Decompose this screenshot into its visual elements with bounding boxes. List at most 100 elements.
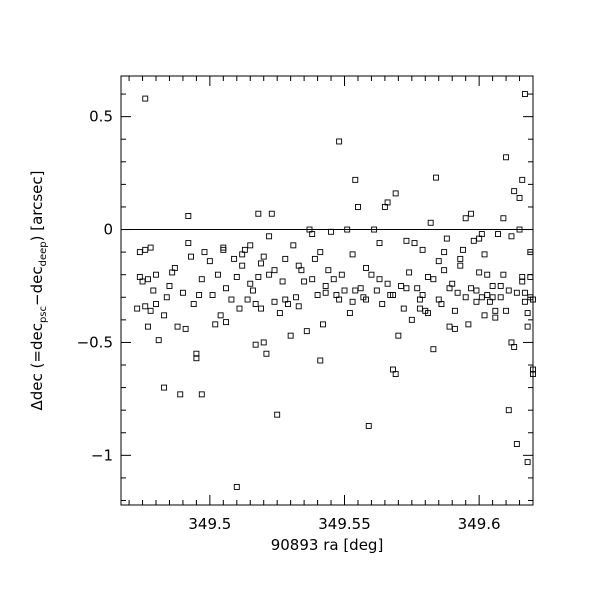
- data-point: [309, 276, 316, 283]
- data-point: [198, 276, 205, 283]
- data-point: [252, 301, 259, 307]
- data-point: [193, 355, 200, 362]
- data-point: [468, 210, 475, 217]
- data-point: [435, 258, 442, 265]
- data-point: [392, 371, 399, 377]
- data-point: [511, 188, 518, 195]
- data-point: [441, 267, 448, 274]
- data-point: [144, 323, 151, 330]
- data-point: [179, 289, 186, 296]
- data-point: [301, 278, 308, 285]
- data-point: [414, 285, 421, 292]
- data-point: [443, 235, 450, 242]
- data-point: [206, 258, 213, 265]
- data-point: [373, 287, 380, 294]
- data-point: [521, 298, 528, 305]
- y-axis-label-suffix: ) [arcsec]: [28, 171, 46, 242]
- data-point: [163, 294, 170, 301]
- data-point: [201, 249, 208, 256]
- data-point: [355, 204, 361, 210]
- y-tick-labels: 0.5 0 −0.5 −1: [77, 108, 113, 465]
- y-axis-label-prefix: Δdec (=dec: [28, 323, 46, 410]
- x-tick-label: 349.55: [318, 515, 371, 533]
- data-point: [260, 339, 267, 346]
- data-point: [430, 346, 437, 353]
- data-point: [209, 292, 216, 298]
- data-point: [516, 194, 523, 201]
- data-point: [233, 274, 240, 280]
- data-point: [411, 240, 418, 247]
- data-point: [266, 233, 273, 240]
- data-point: [451, 325, 458, 332]
- data-point: [325, 267, 332, 274]
- data-point: [341, 287, 348, 294]
- data-point: [519, 278, 526, 285]
- data-point: [336, 296, 343, 303]
- data-point: [155, 337, 162, 344]
- data-point: [505, 287, 512, 294]
- data-point: [249, 287, 256, 294]
- data-point: [519, 274, 526, 280]
- data-point: [451, 307, 458, 314]
- data-point: [314, 292, 321, 298]
- data-point: [147, 307, 154, 314]
- data-point: [476, 269, 483, 276]
- data-point: [379, 301, 386, 307]
- data-point: [322, 289, 329, 296]
- data-point: [320, 321, 326, 328]
- data-point: [406, 269, 413, 276]
- data-point: [153, 271, 159, 278]
- data-point: [295, 303, 302, 310]
- data-point: [390, 292, 396, 298]
- data-point: [392, 190, 399, 197]
- data-point: [322, 283, 329, 289]
- data-point: [190, 301, 197, 307]
- data-point: [258, 260, 264, 267]
- data-point: [142, 95, 149, 102]
- data-point: [166, 283, 173, 289]
- data-point: [457, 255, 464, 262]
- data-point: [271, 298, 278, 305]
- data-point: [462, 215, 469, 222]
- data-point: [282, 255, 289, 262]
- data-point: [223, 319, 229, 326]
- data-point: [185, 240, 192, 247]
- data-point: [500, 271, 507, 278]
- data-point: [384, 280, 391, 287]
- data-point: [419, 246, 426, 253]
- data-point: [376, 276, 383, 283]
- data-point: [193, 350, 200, 357]
- data-point: [174, 323, 181, 330]
- data-point: [252, 341, 259, 348]
- data-point: [495, 231, 501, 238]
- data-point: [476, 235, 483, 242]
- data-point: [430, 276, 437, 283]
- data-point: [511, 343, 518, 350]
- data-point: [258, 305, 264, 312]
- data-point: [220, 244, 227, 251]
- data-point: [260, 253, 267, 260]
- data-point: [519, 176, 526, 183]
- y-axis-label-mid: −dec: [28, 266, 46, 306]
- data-point: [357, 285, 364, 292]
- data-point: [524, 323, 531, 330]
- x-tick-labels: 349.5 349.55 349.6: [188, 515, 500, 533]
- data-point: [408, 316, 415, 323]
- data-point: [212, 321, 219, 328]
- data-point: [144, 276, 151, 283]
- data-point: [241, 246, 248, 253]
- data-point: [214, 271, 221, 278]
- data-point: [147, 244, 154, 251]
- data-point: [484, 271, 491, 278]
- x-axis-label: 90893 ra [deg]: [271, 536, 384, 554]
- data-point: [465, 321, 472, 328]
- data-point: [266, 271, 273, 278]
- data-point: [349, 298, 356, 305]
- data-point: [177, 391, 184, 398]
- data-point: [400, 305, 407, 312]
- data-point: [416, 305, 423, 312]
- plot-frame: [120, 75, 534, 506]
- data-point: [271, 267, 278, 274]
- y-axis-label-sub2: deep: [38, 241, 49, 266]
